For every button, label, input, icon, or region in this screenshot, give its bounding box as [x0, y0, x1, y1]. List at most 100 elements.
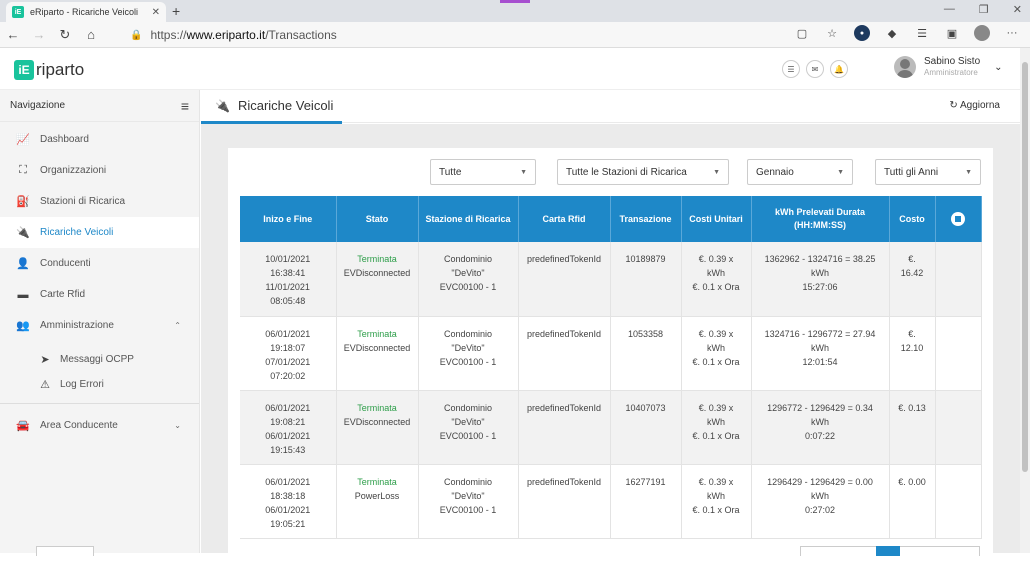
sidebar-item-carte-rfid[interactable]: ▬ Carte Rfid	[0, 279, 199, 310]
table-cell: €. 0.00	[889, 464, 936, 539]
table-cell: 10/01/2021 16:38:41 11/01/2021 08:05:48	[240, 242, 337, 317]
hamburger-icon[interactable]: ≡	[180, 97, 189, 114]
sidebar-item-stazioni[interactable]: ⛽ Stazioni di Ricarica	[0, 186, 199, 217]
cell-text: 1296772 - 1296429 = 0.34	[767, 402, 873, 413]
close-tab-icon[interactable]: ✕	[151, 6, 160, 18]
forward-icon[interactable]: →	[32, 27, 46, 42]
station-filter-select[interactable]: Tutte le Stazioni di Ricarica ▼	[557, 159, 729, 185]
page-size-select[interactable]	[36, 546, 94, 556]
favorites-icon[interactable]: ☰	[917, 27, 927, 40]
window-controls: — ❐ ✕	[944, 3, 1022, 16]
sidebar-item-label: Stazioni di Ricarica	[40, 196, 126, 207]
sidebar-item-label: Amministrazione	[40, 320, 114, 331]
page-scrollbar[interactable]	[1020, 48, 1030, 553]
chevron-down-icon[interactable]: ⌄	[994, 61, 1003, 73]
cell-text: PowerLoss	[354, 490, 400, 501]
refresh-icon: ↻	[949, 100, 958, 111]
transactions-card: Tutte ▼ Tutte le Stazioni di Ricarica ▼ …	[228, 148, 993, 568]
sidebar-item-label: Area Conducente	[40, 420, 118, 431]
sidebar-item-ricariche[interactable]: 🔌 Ricariche Veicoli	[0, 217, 199, 248]
month-filter-select[interactable]: Gennaio ▼	[747, 159, 853, 185]
sidebar-item-amministrazione[interactable]: 👥 Amministrazione ⌃	[0, 310, 199, 341]
month-filter-value: Gennaio	[756, 166, 794, 178]
mail-icon[interactable]: ✉	[806, 60, 824, 78]
table-cell: 10189879	[610, 242, 682, 317]
col-header-stazione[interactable]: Stazione di Ricarica	[418, 196, 519, 242]
sidebar-item-label: Dashboard	[40, 134, 89, 145]
sidebar-item-conducenti[interactable]: 👤 Conducenti	[0, 248, 199, 279]
table-cell: €. 12.10	[889, 316, 936, 391]
col-header-costi-unitari[interactable]: Costi Unitari	[681, 196, 752, 242]
table-row[interactable]: 06/01/2021 19:08:21 06/01/2021 19:15:43 Term…	[240, 390, 982, 465]
browser-toolbar: ▢ ☆ ● ◆ ☰ ▣ ···	[794, 25, 1020, 41]
url-field[interactable]: 🔒 https://www.eriparto.it/Transactions	[130, 25, 770, 45]
cell-text: 10189879	[625, 254, 666, 264]
extension-icon[interactable]: ●	[854, 25, 870, 41]
cell-text: kWh	[707, 490, 725, 501]
col-header-kwh-durata[interactable]: kWh Prelevati Durata (HH:MM:SS)	[751, 196, 890, 242]
table-row[interactable]: 06/01/2021 19:18:07 07/01/2021 07:20:02 Term…	[240, 316, 982, 391]
list-icon[interactable]: ☰	[782, 60, 800, 78]
cell-text: 06/01/2021	[265, 402, 311, 413]
user-menu[interactable]: Sabino Sisto Amministratore ⌄	[894, 56, 1003, 78]
profile-icon[interactable]	[974, 25, 990, 41]
pagination-active-page[interactable]	[876, 546, 900, 556]
sidebar-subitem-messaggi-ocpp[interactable]: ➤ Messaggi OCPP	[0, 347, 199, 372]
table-cell: 1296772 - 1296429 = 0.34 kWh 0:07:22	[751, 390, 890, 465]
tab-accent	[500, 0, 530, 3]
cell-text: kWh	[707, 268, 725, 278]
table-row[interactable]: 10/01/2021 16:38:41 11/01/2021 08:05:48 Term…	[240, 242, 982, 317]
car-icon: 🚘	[16, 420, 30, 432]
browser-tab[interactable]: iE eRiparto - Ricariche Veicoli ✕	[6, 2, 166, 22]
table-cell: Terminata EVDisconnected	[336, 390, 419, 465]
url-host: www.eriparto.it	[186, 28, 266, 42]
favorite-star-icon[interactable]: ☆	[827, 27, 837, 40]
cell-text: 06/01/2021	[265, 504, 311, 515]
collections-icon[interactable]: ▣	[946, 27, 958, 40]
col-header-costo[interactable]: Costo	[889, 196, 936, 242]
sidebar-item-dashboard[interactable]: 📈 Dashboard	[0, 124, 199, 155]
table-body: 10/01/2021 16:38:41 11/01/2021 08:05:48 Term…	[240, 242, 982, 539]
table-header-row: Inizo e Fine Stato Stazione di Ricarica …	[240, 196, 982, 242]
sidebar-item-area-conducente[interactable]: 🚘 Area Conducente ⌄	[0, 410, 199, 441]
sidebar-item-organizzazioni[interactable]: ⛶ Organizzazioni	[0, 155, 199, 186]
status-filter-select[interactable]: Tutte ▼	[430, 159, 536, 185]
col-header-stato[interactable]: Stato	[336, 196, 419, 242]
back-icon[interactable]: ←	[6, 27, 20, 42]
refresh-button[interactable]: ↻ Aggiorna	[949, 100, 1000, 111]
logo[interactable]: iE riparto	[14, 60, 84, 80]
table-cell: €. 0.39 x kWh €. 0.1 x Ora	[681, 390, 752, 465]
col-header-inizio-fine[interactable]: Inizo e Fine	[240, 196, 337, 242]
close-window-icon[interactable]: ✕	[1012, 4, 1022, 16]
sidebar-subitem-log-errori[interactable]: ⚠ Log Errori	[0, 372, 199, 397]
cell-text: EVC00100 - 1	[439, 504, 497, 515]
restore-icon[interactable]: ❐	[978, 4, 989, 16]
more-icon[interactable]: ···	[1006, 27, 1018, 39]
cell-text: "DeVito"	[451, 268, 485, 278]
cell-text: 19:08:21	[270, 416, 306, 427]
bell-icon[interactable]: 🔔	[830, 60, 848, 78]
cell-text: 10407073	[625, 402, 666, 413]
minimize-icon[interactable]: —	[943, 3, 955, 15]
cell-text: predefinedTokenId	[526, 328, 602, 339]
reload-icon[interactable]: ↻	[59, 26, 71, 42]
col-header-carta-rfid[interactable]: Carta Rfid	[518, 196, 611, 242]
reader-icon[interactable]: ▢	[796, 27, 808, 40]
caret-down-icon: ▼	[965, 168, 972, 176]
col-header-action[interactable]	[935, 196, 982, 242]
col-header-transazione[interactable]: Transazione	[610, 196, 682, 242]
scroll-thumb[interactable]	[1022, 62, 1028, 472]
table-row[interactable]: 06/01/2021 18:38:18 06/01/2021 19:05:21 Term…	[240, 464, 982, 539]
new-tab-icon[interactable]: +	[172, 3, 181, 19]
extension2-icon[interactable]: ◆	[887, 27, 897, 40]
cell-text: Condominio	[443, 402, 493, 413]
table-cell: Condominio "DeVito" EVC00100 - 1	[418, 464, 519, 539]
year-filter-select[interactable]: Tutti gli Anni ▼	[875, 159, 981, 185]
page-title-text: Ricariche Veicoli	[237, 98, 334, 113]
cell-text: Terminata	[357, 254, 397, 264]
table-cell: predefinedTokenId	[518, 316, 611, 391]
credit-card-icon: ▬	[17, 288, 29, 301]
stop-circle-icon[interactable]	[951, 212, 965, 226]
table-cell: Condominio "DeVito" EVC00100 - 1	[418, 242, 519, 317]
home-icon[interactable]: ⌂	[87, 27, 95, 42]
